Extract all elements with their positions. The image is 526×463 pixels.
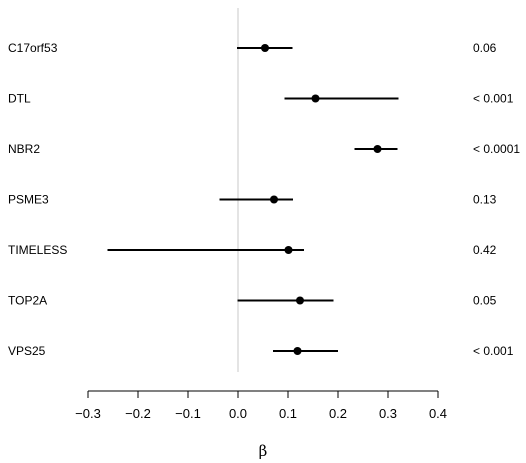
row-label: DTL	[8, 92, 31, 106]
row-psme3: PSME3 0.13	[8, 193, 497, 207]
point-estimate	[284, 246, 293, 254]
row-label: C17orf53	[8, 41, 58, 55]
p-value: 0.06	[473, 41, 497, 55]
point-estimate	[311, 94, 320, 103]
x-tick-label: 0.4	[429, 406, 447, 421]
point-estimate	[293, 347, 302, 355]
row-timeless: TIMELESS 0.42	[8, 243, 497, 257]
x-axis-ticks: −0.3 −0.2 −0.1 0.0 0.1 0.2 0.3 0.4	[75, 391, 447, 421]
p-value: 0.42	[473, 243, 497, 257]
rows: C17orf53 0.06 DTL < 0.001 NBR2 < 0.0001 PSME3 0…	[8, 41, 520, 358]
row-c17orf53: C17orf53 0.06	[8, 41, 497, 55]
p-value: 0.13	[473, 193, 497, 207]
row-top2a: TOP2A 0.05	[8, 294, 497, 308]
row-label: TOP2A	[8, 294, 47, 308]
p-value: < 0.001	[473, 92, 514, 106]
x-axis-title: β	[259, 442, 268, 460]
x-tick-label: 0.1	[279, 406, 297, 421]
row-label: TIMELESS	[8, 243, 67, 257]
point-estimate	[373, 145, 382, 153]
row-vps25: VPS25 < 0.001	[8, 344, 514, 358]
x-tick-label: 0.0	[229, 406, 247, 421]
x-tick-label: −0.3	[75, 406, 101, 421]
p-value: < 0.001	[473, 344, 514, 358]
row-label: PSME3	[8, 193, 49, 207]
x-tick-label: 0.3	[379, 406, 397, 421]
row-nbr2: NBR2 < 0.0001	[8, 142, 520, 156]
row-label: VPS25	[8, 344, 46, 358]
p-value: 0.05	[473, 294, 497, 308]
x-tick-label: −0.2	[125, 406, 151, 421]
p-value: < 0.0001	[473, 142, 520, 156]
point-estimate	[261, 44, 269, 52]
row-dtl: DTL < 0.001	[8, 92, 514, 106]
row-label: NBR2	[8, 142, 40, 156]
point-estimate	[270, 195, 278, 204]
x-tick-label: −0.1	[175, 406, 201, 421]
point-estimate	[296, 296, 304, 305]
x-tick-label: 0.2	[329, 406, 347, 421]
